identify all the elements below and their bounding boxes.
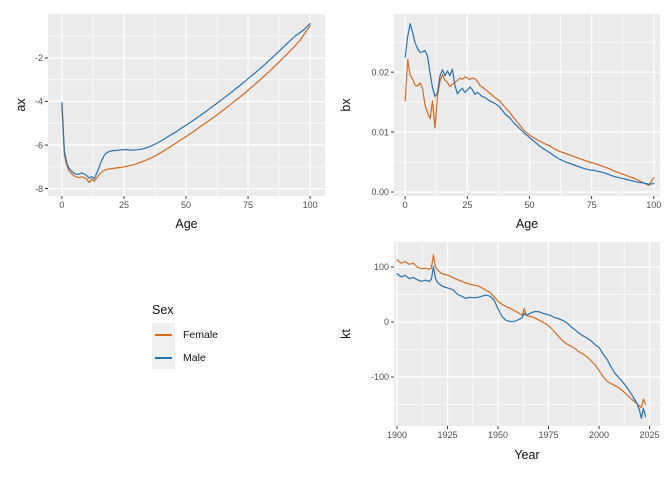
x-axis-title-kt: Year (514, 448, 539, 462)
legend-key-female (152, 323, 175, 346)
svg-text:-2: -2 (35, 53, 43, 63)
chart-bx-svg: 0 25 50 75 100 0.00 0.01 0.02 Age bx (339, 14, 661, 231)
chart-ax: 0 25 50 75 100 -2 -4 -6 -8 Age ax (0, 0, 336, 245)
svg-text:25: 25 (119, 200, 129, 210)
axis-tick-labels: 0 25 50 75 100 0.00 0.01 0.02 (371, 67, 661, 210)
svg-text:50: 50 (181, 200, 191, 210)
svg-text:-6: -6 (35, 140, 43, 150)
legend-sex: Sex Female Male (152, 303, 218, 369)
svg-text:100: 100 (646, 200, 661, 210)
legend-label-male: Male (183, 351, 206, 364)
svg-text:2025: 2025 (639, 430, 659, 440)
series-line-female (404, 58, 655, 186)
legend-item-female: Female (152, 323, 218, 346)
minor-gridlines (394, 242, 660, 426)
axis-tick-labels: 0 25 50 75 100 -2 -4 -6 -8 (35, 53, 318, 210)
svg-text:25: 25 (462, 200, 472, 210)
svg-text:-8: -8 (35, 184, 43, 194)
chart-ax-svg: 0 25 50 75 100 -2 -4 -6 -8 Age ax (14, 14, 325, 231)
legend-item-male: Male (152, 346, 218, 369)
y-axis-title-bx: bx (339, 98, 353, 112)
legend-title: Sex (152, 303, 174, 317)
legend-key-male (152, 346, 175, 369)
svg-text:2000: 2000 (589, 430, 609, 440)
series-line-male (61, 23, 311, 180)
male-line-swatch (155, 356, 172, 359)
svg-text:0: 0 (403, 200, 408, 210)
axis-ticks (391, 266, 650, 429)
axis-ticks (45, 57, 311, 199)
svg-text:0.01: 0.01 (371, 127, 389, 137)
svg-text:-4: -4 (35, 97, 43, 107)
chart-bx: 0 25 50 75 100 0.00 0.01 0.02 Age bx (336, 0, 672, 245)
svg-text:75: 75 (243, 200, 253, 210)
svg-text:1950: 1950 (488, 430, 508, 440)
svg-text:0: 0 (59, 200, 64, 210)
series-line-female (61, 25, 311, 184)
major-gridlines (394, 242, 660, 426)
series-line-male (396, 266, 647, 419)
svg-text:1900: 1900 (387, 430, 407, 440)
axis-tick-labels: 1900 1925 1950 1975 2000 2025 100 0 -100 (371, 262, 660, 440)
svg-text:50: 50 (524, 200, 534, 210)
plot-panel-kt (394, 242, 660, 426)
y-axis-title-ax: ax (14, 98, 28, 112)
female-line-swatch (155, 333, 172, 336)
major-gridlines (394, 14, 660, 196)
svg-text:100: 100 (303, 200, 318, 210)
chart-kt: 1900 1925 1950 1975 2000 2025 100 0 -100 Year kt (336, 240, 672, 480)
svg-text:1925: 1925 (438, 430, 458, 440)
svg-text:0: 0 (384, 317, 389, 327)
series-line-male (404, 23, 655, 185)
svg-text:1975: 1975 (538, 430, 558, 440)
chart-kt-svg: 1900 1925 1950 1975 2000 2025 100 0 -100 Year kt (339, 242, 660, 462)
axis-ticks (391, 71, 655, 199)
svg-text:75: 75 (587, 200, 597, 210)
svg-text:0.02: 0.02 (371, 67, 389, 77)
x-axis-title-bx: Age (516, 217, 538, 231)
minor-gridlines (394, 14, 660, 196)
x-axis-title-ax: Age (175, 217, 197, 231)
major-gridlines (48, 14, 325, 196)
svg-text:100: 100 (374, 262, 389, 272)
series-line-female (396, 254, 647, 408)
plot-panel-bx (394, 14, 660, 196)
legend-label-female: Female (183, 328, 219, 341)
y-axis-title-kt: kt (339, 329, 353, 339)
svg-text:0.00: 0.00 (371, 187, 389, 197)
svg-text:-100: -100 (371, 372, 389, 382)
